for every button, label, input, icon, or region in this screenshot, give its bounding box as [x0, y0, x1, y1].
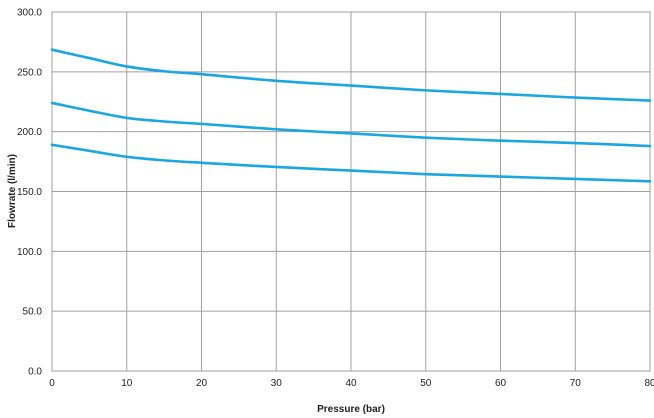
series-line-3 [50, 143, 652, 183]
x-tick-label: 40 [345, 378, 357, 389]
y-tick-label: 100.0 [17, 247, 42, 258]
x-tick-label: 50 [420, 378, 432, 389]
y-axis-title: Flowrate (l/min) [7, 154, 18, 228]
y-tick-label: 200.0 [17, 127, 42, 138]
x-tick-label: 0 [49, 378, 55, 389]
x-tick-label: 20 [196, 378, 208, 389]
series-line-1 [50, 48, 652, 102]
x-axis-ticks: 0 10 20 30 40 50 60 70 80 [49, 378, 654, 389]
y-tick-label: 50.0 [23, 307, 43, 318]
grid [51, 11, 651, 372]
y-tick-label: 300.0 [17, 8, 42, 19]
x-tick-label: 80 [644, 378, 654, 389]
x-tick-label: 70 [570, 378, 582, 389]
x-tick-label: 60 [495, 378, 507, 389]
y-tick-label: 150.0 [17, 187, 42, 198]
series-group [50, 48, 652, 183]
x-axis-title: Pressure (bar) [317, 404, 385, 415]
y-tick-label: 250.0 [17, 67, 42, 78]
plot-frame [51, 11, 651, 372]
x-tick-label: 30 [271, 378, 283, 389]
y-tick-label: 0.0 [28, 367, 42, 378]
x-tick-label: 10 [121, 378, 133, 389]
y-axis-ticks: 0.0 50.0 100.0 150.0 200.0 250.0 300.0 [17, 8, 42, 378]
series-line-2 [50, 101, 652, 148]
